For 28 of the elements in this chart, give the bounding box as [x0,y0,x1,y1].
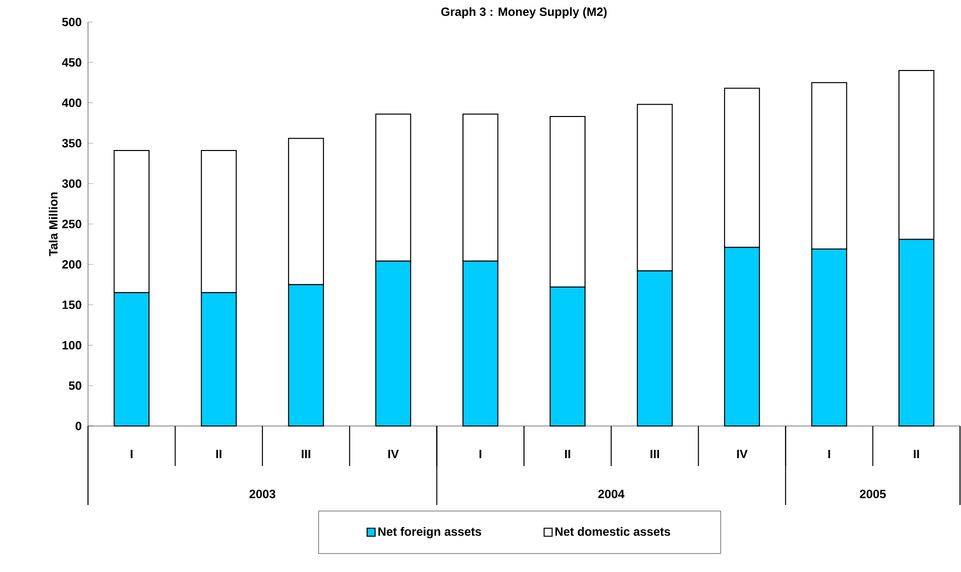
y-tick-label: 50 [68,381,82,390]
x-tick-label: IV [388,450,399,458]
y-tick-label: 400 [62,98,82,108]
y-tick-label: 250 [62,220,82,228]
x-tick-label: I [480,450,482,458]
x-tick-label: III [302,450,310,458]
x-tick-label: III [650,450,659,458]
x-tick-label: II [216,450,222,458]
x-tick-label: IV [737,450,748,458]
x-tick-label: I [130,450,132,458]
legend-label: Net foreign assets [378,527,482,538]
chart-title: Graph 3 : Money Supply (M2) [441,7,607,18]
y-tick-label: 450 [62,58,82,67]
y-tick-label: 350 [62,138,82,148]
text: 2003 [249,490,276,498]
x-tick-label: II [914,450,919,458]
y-tick-label: 150 [62,300,82,310]
text: 2005 [860,490,886,498]
y-tick-label: 100 [62,340,82,350]
y-tick-label: 300 [62,179,82,188]
x-tick-label: I [828,450,830,458]
y-axis-title: Tala Million [48,192,58,256]
text: 2004 [598,490,624,498]
y-tick-label: 200 [62,260,82,269]
x-tick-label: II [565,450,570,458]
y-tick-label: 500 [62,18,82,26]
legend-label: Net domestic assets [555,527,670,536]
y-tick-label: 0 [76,422,82,430]
